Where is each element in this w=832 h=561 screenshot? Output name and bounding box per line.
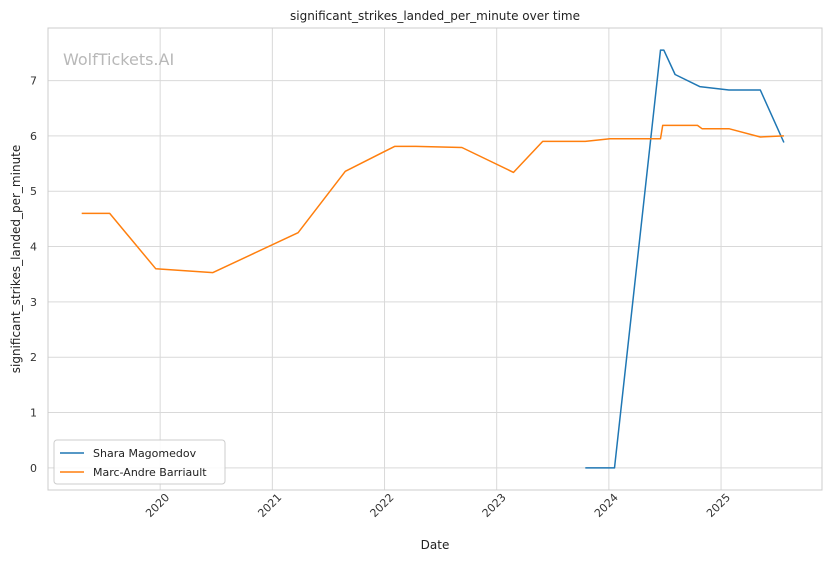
legend-label-shara-magomedov: Shara Magomedov [93,447,197,460]
plot-area [47,27,823,491]
y-tick-label: 6 [30,130,37,143]
watermark: WolfTickets.AI [63,50,174,69]
legend-box [53,439,226,485]
y-tick-label: 7 [30,75,37,88]
y-tick-label: 3 [30,296,37,309]
y-axis-label: significant_strikes_landed_per_minute [9,145,23,374]
series-lines [81,49,785,469]
legend: Shara Magomedov Marc-Andre Barriault [53,439,226,485]
grid-lines [48,28,822,490]
series-line-shara-magomedov [585,49,785,469]
y-tick-label: 5 [30,185,37,198]
y-tick-label: 1 [30,407,37,420]
x-axis-label: Date [421,538,450,552]
y-tick-label: 0 [30,462,37,475]
plot-frame [47,27,823,491]
series-line-marc-andre-barriault [81,124,784,274]
y-axis-ticks: 0 1 2 3 4 5 6 7 [30,75,37,475]
y-tick-label: 2 [30,351,37,364]
legend-label-marc-andre-barriault: Marc-Andre Barriault [93,466,207,479]
y-tick-label: 4 [30,241,37,254]
chart-title: significant_strikes_landed_per_minute ov… [290,9,580,23]
